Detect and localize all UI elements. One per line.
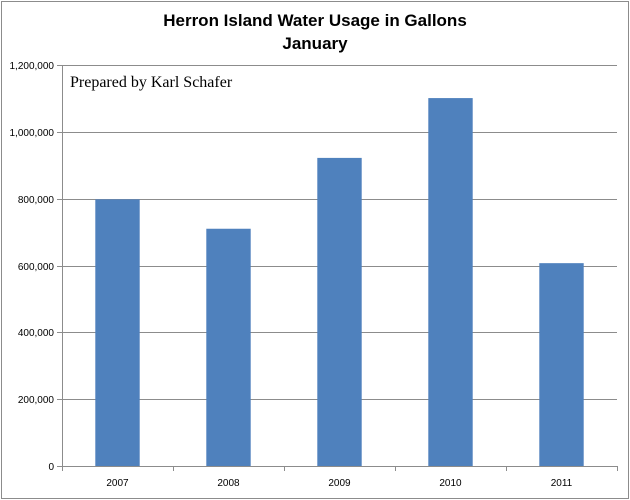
y-tick-label: 1,000,000 [10,128,55,139]
y-tick-label: 600,000 [18,262,55,273]
y-tick-label: 0 [48,462,54,473]
bar-2011 [539,263,584,466]
y-tick-label: 1,200,000 [10,61,55,72]
x-tick-label: 2008 [217,478,240,489]
x-tick-label: 2009 [328,478,351,489]
bar-2008 [206,228,251,466]
gridlines [62,65,617,400]
bar-2010 [428,98,473,467]
x-tick-label: 2007 [106,478,129,489]
chart-title: Herron Island Water Usage in Gallons [163,11,467,30]
prepared-by-annotation: Prepared by Karl Schafer [70,74,233,91]
y-tick-label: 400,000 [18,328,55,339]
axes: 0 200,000 400,000 600,000 800,000 1,000,000 1,… [10,61,618,489]
y-tick-label: 200,000 [18,395,55,406]
y-tick-label: 800,000 [18,195,55,206]
bar-2009 [317,157,362,467]
bar-2007 [95,199,140,466]
x-tick-label: 2010 [439,478,462,489]
x-tick-label: 2011 [551,478,573,489]
chart-subtitle: January [282,34,348,53]
bars [95,98,584,467]
